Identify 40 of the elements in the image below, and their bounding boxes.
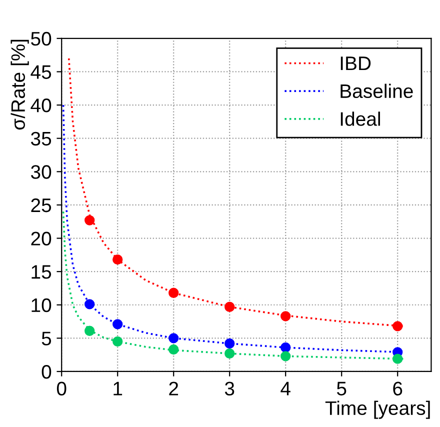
point	[84, 215, 95, 226]
point	[112, 254, 123, 265]
y-tick-label: 5	[42, 332, 52, 346]
x-axis-title: Time [years]	[325, 400, 430, 419]
y-tick-label: 20	[31, 232, 52, 246]
point	[84, 326, 95, 336]
legend-label: IBD	[340, 56, 371, 70]
point	[224, 302, 235, 312]
point	[280, 342, 291, 353]
y-tick-label: 45	[30, 65, 52, 79]
y-tick-label: 15	[32, 265, 52, 279]
x-tick-label: 5	[336, 382, 346, 396]
legend-label: Baseline	[340, 84, 413, 98]
point	[392, 354, 403, 364]
x-tick-label: 6	[393, 382, 402, 396]
point	[168, 344, 179, 355]
y-tick-label: 30	[30, 165, 52, 179]
point	[280, 311, 291, 322]
y-axis-title: σ/Rate [%]	[10, 40, 29, 130]
point	[224, 338, 235, 349]
x-tick-label: 4	[280, 382, 290, 396]
x-tick-label: 1	[114, 382, 122, 396]
x-tick-label: 0	[56, 382, 66, 396]
y-tick-label: 10	[32, 298, 52, 312]
point	[168, 333, 179, 344]
point	[112, 336, 123, 347]
point	[112, 319, 123, 330]
point	[84, 299, 95, 310]
y-tick-label: 40	[30, 98, 52, 112]
point	[280, 351, 291, 362]
y-tick-label: 25	[31, 198, 52, 212]
y-tick-label: 35	[30, 132, 52, 146]
x-tick-label: 2	[169, 382, 178, 396]
point	[224, 348, 235, 359]
legend-label: Ideal	[340, 112, 380, 126]
point	[392, 321, 403, 332]
point	[168, 288, 179, 298]
y-tick-label: 0	[42, 364, 52, 379]
y-tick-label: 50	[31, 32, 52, 46]
x-tick-label: 3	[224, 382, 234, 396]
